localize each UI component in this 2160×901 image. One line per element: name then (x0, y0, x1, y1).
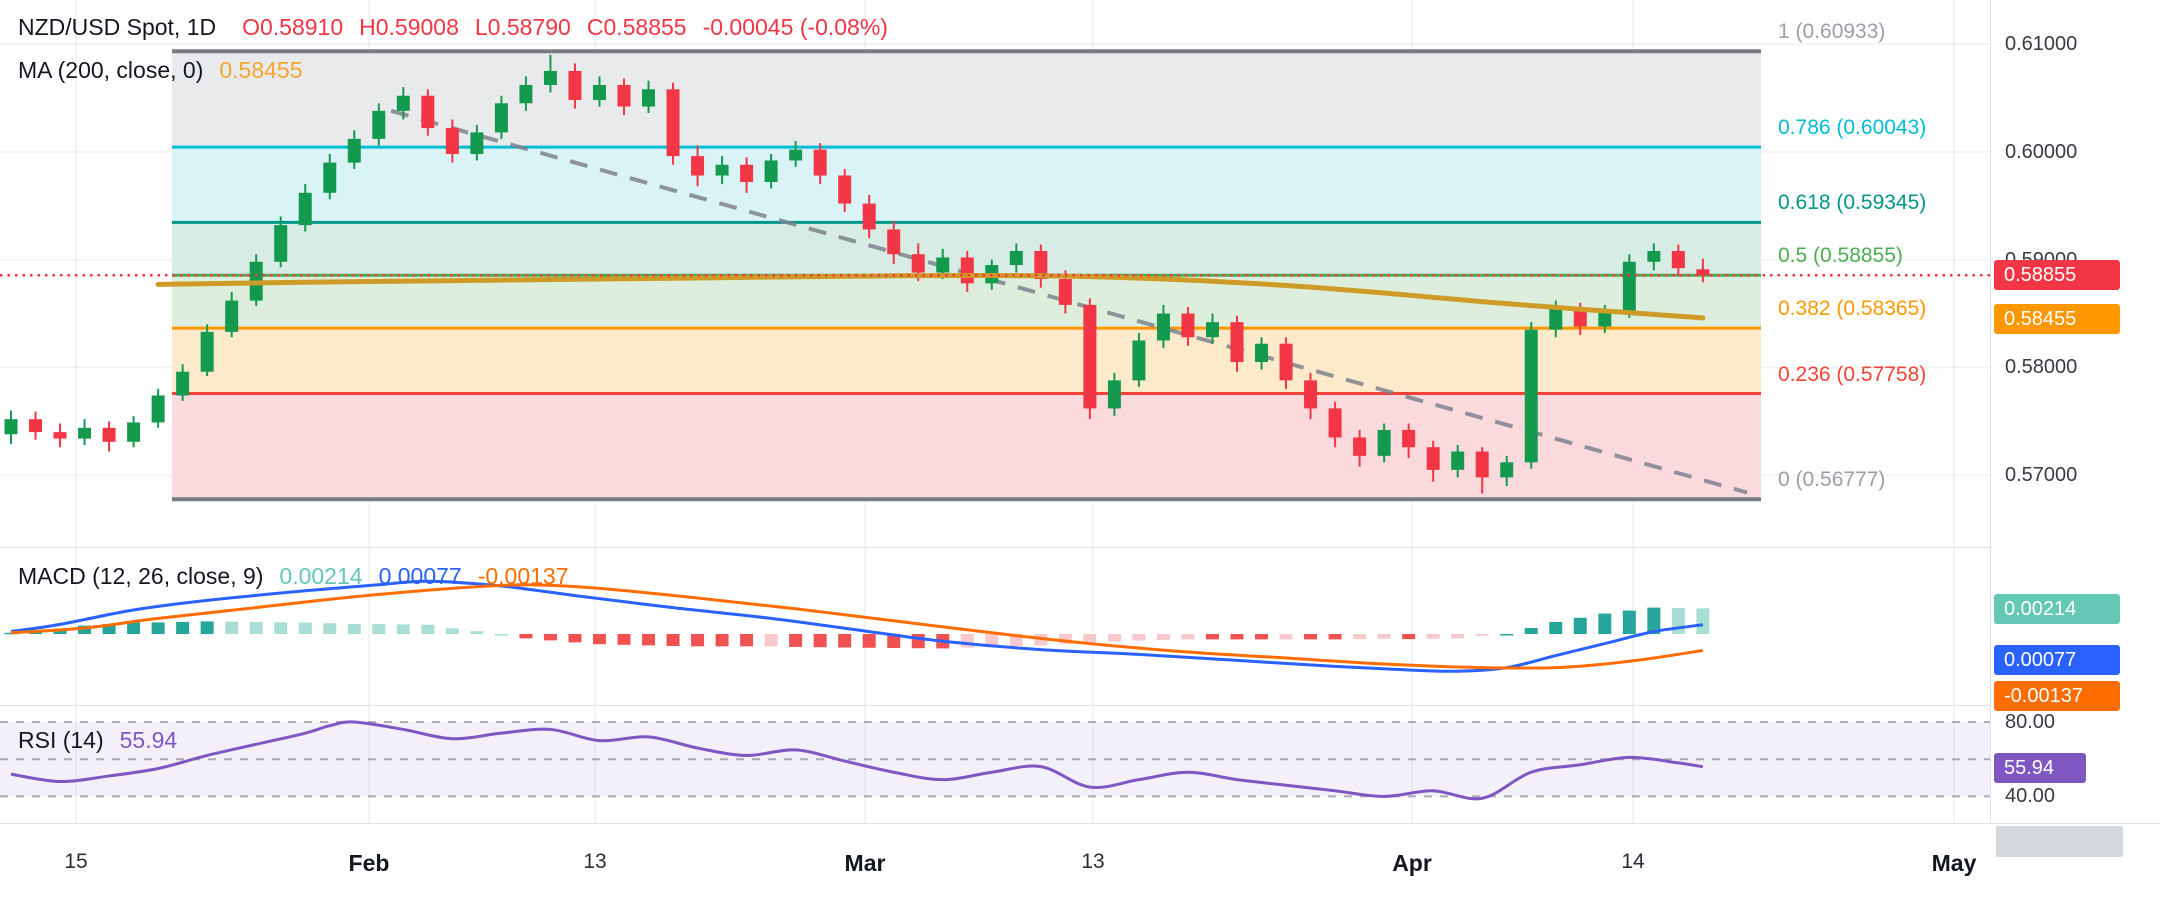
fib-level-label: 1 (0.60933) (1778, 20, 1886, 44)
time-axis-label: 13 (1081, 850, 1105, 873)
macd-hist-badge: 0.00214 (1994, 594, 2120, 624)
price-scale-axis[interactable]: 0.58855 0.58455 0.00214 0.00077 -0.00137… (1990, 0, 2160, 823)
fib-retracement-lines[interactable] (172, 49, 1761, 502)
rsi-badge: 55.94 (1994, 753, 2086, 783)
price-tick-label: 0.60000 (2005, 140, 2078, 163)
rsi-pane[interactable] (0, 705, 1990, 823)
macd-histogram (4, 607, 1710, 649)
price-tick-label: 0.58000 (2005, 356, 2078, 379)
last-price-badge: 0.58855 (1994, 260, 2120, 290)
fib-level-label: 0.236 (0.57758) (1778, 362, 1927, 386)
fib-level-label: 0.786 (0.60043) (1778, 116, 1927, 140)
fib-level-label: 0.5 (0.58855) (1778, 244, 1903, 268)
time-axis-label: 15 (64, 850, 88, 873)
pane-separator-macd[interactable] (0, 547, 2160, 548)
price-tick-label: 0.57000 (2005, 464, 2078, 487)
pane-separator-rsi[interactable] (0, 705, 2160, 706)
time-axis-label: May (1931, 850, 1977, 876)
rsi-level-label: 80.00 (2005, 711, 2056, 733)
time-axis-label: 13 (583, 850, 607, 873)
fib-level-label: 0.618 (0.59345) (1778, 191, 1927, 215)
fib-level-label: 0.382 (0.58365) (1778, 297, 1927, 321)
time-axis[interactable]: 15 Feb 13 Mar 13 Apr 14 May (0, 823, 2160, 901)
price-pane[interactable] (0, 0, 1990, 547)
ma-price-badge: 0.58455 (1994, 304, 2120, 334)
rsi-level-label: 40.00 (2005, 785, 2056, 808)
macd-line-badge: 0.00077 (1994, 645, 2120, 675)
price-tick-label: 0.61000 (2005, 33, 2078, 55)
fib-level-label: 0 (0.56777) (1778, 468, 1886, 492)
macd-signal-line[interactable] (10, 583, 1704, 670)
time-axis-label: Apr (1392, 850, 1432, 876)
macd-signal-badge: -0.00137 (1994, 681, 2120, 711)
macd-line[interactable] (10, 579, 1704, 673)
time-axis-label: 14 (1621, 850, 1645, 873)
candlesticks (4, 54, 1710, 494)
rsi-line[interactable] (10, 720, 1704, 801)
macd-pane[interactable] (0, 547, 1990, 705)
axis-corner-box (1996, 826, 2123, 857)
trendline[interactable] (390, 108, 1748, 495)
time-axis-label: Mar (844, 850, 886, 876)
time-axis-label: Feb (348, 850, 390, 876)
